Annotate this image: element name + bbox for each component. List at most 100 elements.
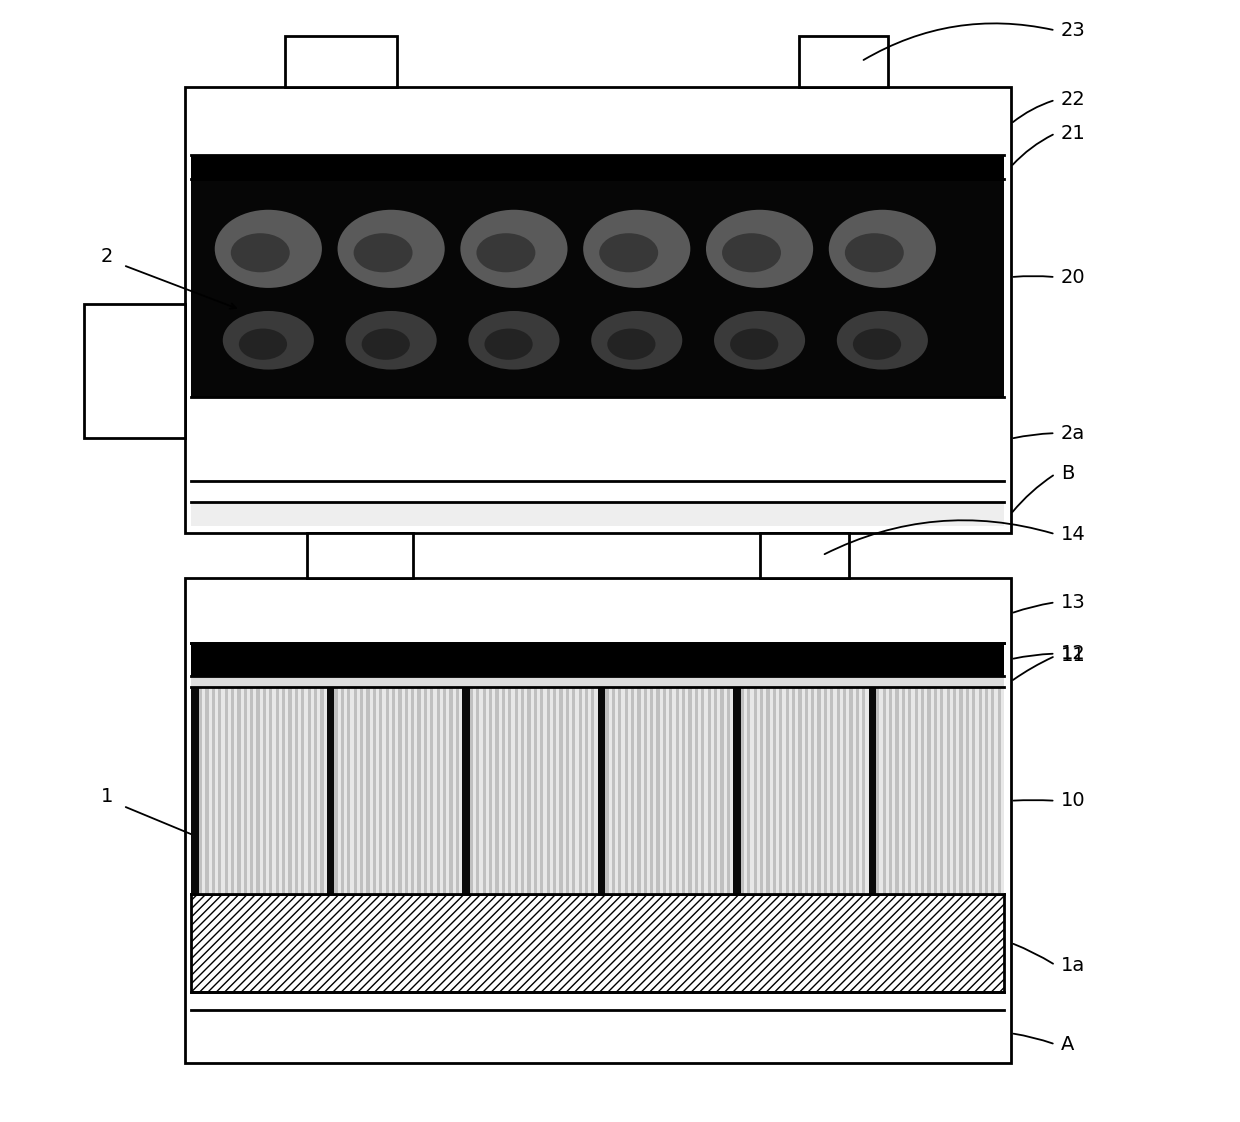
Ellipse shape [828, 210, 936, 288]
Bar [398, 687, 402, 894]
Bar [899, 687, 901, 894]
Bar [463, 687, 470, 894]
Bar [799, 36, 888, 86]
Bar [692, 687, 694, 894]
Bar [799, 687, 801, 894]
Ellipse shape [583, 210, 691, 288]
Bar [694, 687, 698, 894]
Bar [615, 687, 619, 894]
Bar [563, 687, 565, 894]
Bar [224, 687, 228, 894]
Bar [779, 687, 782, 894]
Bar [895, 687, 899, 894]
Ellipse shape [853, 329, 901, 360]
Bar [754, 687, 756, 894]
Bar [237, 687, 241, 894]
Bar [766, 687, 770, 894]
Bar [253, 687, 257, 894]
Bar [901, 687, 905, 894]
Bar [376, 687, 379, 894]
Bar [191, 675, 1004, 687]
Bar [496, 687, 498, 894]
Bar [443, 687, 446, 894]
Bar [222, 687, 224, 894]
Bar [946, 687, 950, 894]
Text: 10: 10 [1061, 791, 1086, 810]
Bar [839, 687, 843, 894]
Bar [856, 687, 859, 894]
Bar [418, 687, 420, 894]
Bar [985, 687, 988, 894]
Bar [988, 687, 991, 894]
Bar [259, 687, 263, 894]
Bar [843, 687, 846, 894]
Bar [250, 687, 253, 894]
Bar [644, 687, 647, 894]
Bar [760, 687, 763, 894]
Text: 2a: 2a [1061, 424, 1085, 443]
Ellipse shape [460, 210, 568, 288]
Ellipse shape [722, 233, 781, 273]
Bar [279, 687, 281, 894]
Text: 13: 13 [1061, 592, 1086, 611]
Bar [682, 687, 686, 894]
Bar [808, 687, 811, 894]
Bar [527, 687, 531, 894]
Bar [543, 687, 547, 894]
Bar [937, 687, 940, 894]
Bar [627, 687, 631, 894]
Bar [273, 687, 275, 894]
Bar [541, 687, 543, 894]
Bar [301, 687, 304, 894]
Bar [572, 687, 575, 894]
Bar [508, 687, 511, 894]
Ellipse shape [362, 329, 410, 360]
Bar [924, 687, 928, 894]
Bar [386, 687, 389, 894]
Bar [893, 687, 895, 894]
Bar [285, 687, 289, 894]
Bar [353, 687, 357, 894]
Bar [459, 687, 463, 894]
Bar [750, 687, 754, 894]
Bar [730, 687, 733, 894]
Bar [631, 687, 634, 894]
Bar [676, 687, 678, 894]
Bar [298, 687, 301, 894]
Bar [827, 687, 831, 894]
Bar [241, 687, 244, 894]
Bar [801, 687, 805, 894]
Bar [511, 687, 515, 894]
Bar [370, 687, 373, 894]
Text: 11: 11 [1061, 646, 1086, 665]
Bar [678, 687, 682, 894]
Bar [234, 687, 237, 894]
Bar [308, 533, 413, 578]
Text: 20: 20 [1061, 268, 1086, 286]
Text: 1: 1 [100, 787, 113, 806]
Bar [776, 687, 779, 894]
Bar [911, 687, 915, 894]
Bar [412, 687, 414, 894]
Bar [335, 687, 337, 894]
Bar [414, 687, 418, 894]
Ellipse shape [239, 329, 288, 360]
Bar [656, 687, 660, 894]
Bar [191, 585, 1004, 643]
Ellipse shape [730, 329, 779, 360]
Bar [686, 687, 688, 894]
Bar [531, 687, 533, 894]
Bar [320, 687, 324, 894]
Bar [740, 687, 744, 894]
Bar [408, 687, 412, 894]
Ellipse shape [353, 233, 413, 273]
Bar [733, 687, 740, 894]
Ellipse shape [476, 233, 536, 273]
Bar [434, 687, 436, 894]
Bar [782, 687, 786, 894]
Bar [915, 687, 918, 894]
Text: A: A [1061, 1034, 1074, 1054]
Bar [619, 687, 621, 894]
Bar [295, 687, 298, 894]
Bar [588, 687, 591, 894]
